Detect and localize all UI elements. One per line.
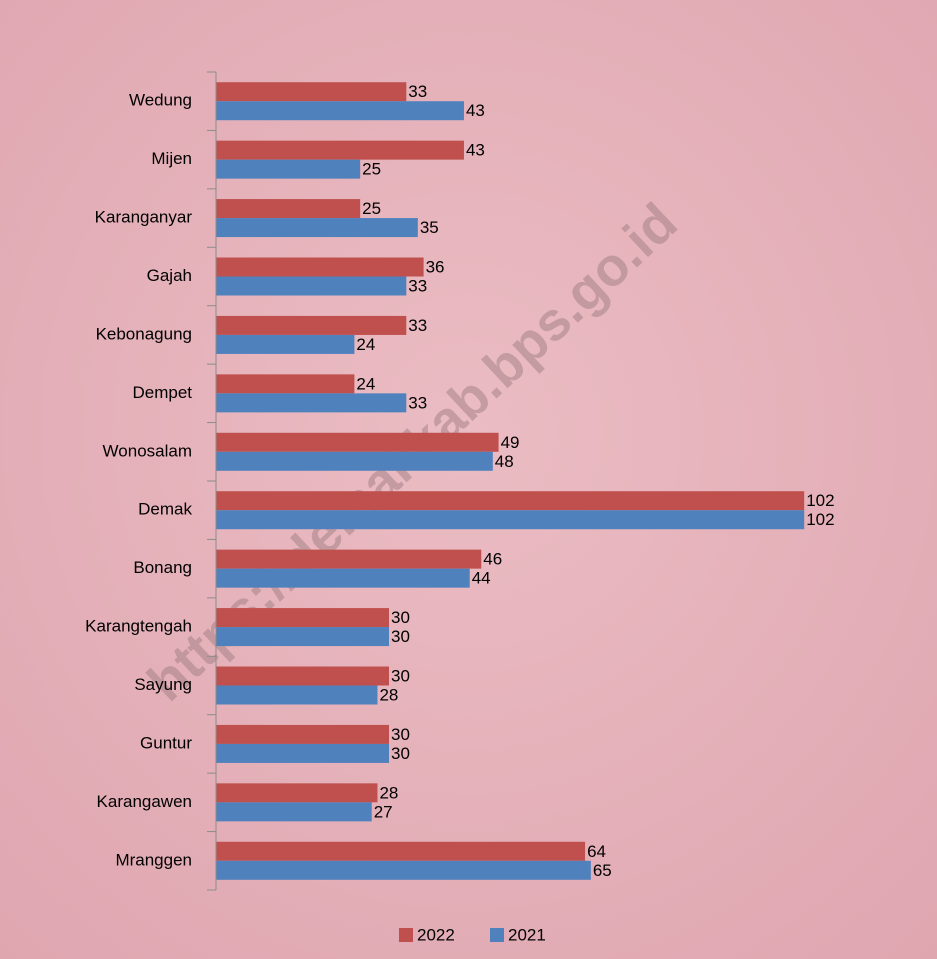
bar bbox=[216, 315, 407, 335]
data-label: 49 bbox=[501, 433, 520, 452]
data-label: 33 bbox=[408, 82, 427, 101]
bar bbox=[216, 860, 591, 880]
bar bbox=[216, 199, 361, 219]
bar bbox=[216, 608, 389, 628]
bar bbox=[216, 334, 355, 354]
data-label: 25 bbox=[362, 199, 381, 218]
data-label: 30 bbox=[391, 608, 410, 627]
y-tick-label: Mijen bbox=[151, 149, 192, 168]
y-tick-label: Sayung bbox=[134, 675, 192, 694]
data-label: 30 bbox=[391, 744, 410, 763]
y-tick-label: Wonosalam bbox=[103, 441, 192, 460]
data-label: 33 bbox=[408, 276, 427, 295]
data-label: 33 bbox=[408, 316, 427, 335]
data-label: 28 bbox=[379, 783, 398, 802]
bar bbox=[216, 276, 407, 296]
data-label: 46 bbox=[483, 550, 502, 569]
bar bbox=[216, 451, 493, 471]
bar bbox=[216, 568, 470, 588]
data-label: 48 bbox=[495, 452, 514, 471]
bar bbox=[216, 841, 586, 861]
data-label: 33 bbox=[408, 393, 427, 412]
bar bbox=[216, 218, 418, 238]
data-label: 43 bbox=[466, 141, 485, 160]
bar bbox=[216, 82, 407, 102]
data-label: 30 bbox=[391, 627, 410, 646]
data-label: 64 bbox=[587, 842, 606, 861]
data-label: 30 bbox=[391, 725, 410, 744]
y-tick-label: Gajah bbox=[147, 266, 192, 285]
bar bbox=[216, 140, 464, 160]
bar bbox=[216, 666, 389, 686]
y-tick-label: Wedung bbox=[129, 91, 192, 110]
bar bbox=[216, 101, 464, 121]
bar bbox=[216, 159, 361, 179]
y-tick-label: Bonang bbox=[133, 558, 192, 577]
y-tick-label: Dempet bbox=[132, 383, 192, 402]
data-label: 43 bbox=[466, 101, 485, 120]
y-tick-label: Karanganyar bbox=[95, 208, 193, 227]
y-tick-label: Mranggen bbox=[115, 850, 192, 869]
data-label: 102 bbox=[806, 510, 834, 529]
bar bbox=[216, 783, 378, 803]
y-tick-label: Demak bbox=[138, 500, 192, 519]
y-tick-label: Karangtengah bbox=[85, 617, 192, 636]
bar bbox=[216, 724, 389, 744]
data-label: 36 bbox=[426, 257, 445, 276]
bar bbox=[216, 627, 389, 647]
bar bbox=[216, 374, 355, 394]
bar bbox=[216, 743, 389, 763]
data-label: 24 bbox=[356, 335, 375, 354]
bar bbox=[216, 393, 407, 413]
bar bbox=[216, 257, 424, 277]
data-label: 102 bbox=[806, 491, 834, 510]
legend-swatch bbox=[399, 928, 413, 942]
data-label: 25 bbox=[362, 160, 381, 179]
data-label: 35 bbox=[420, 218, 439, 237]
legend-label: 2021 bbox=[508, 925, 546, 944]
y-tick-label: Karangawen bbox=[97, 792, 192, 811]
bar bbox=[216, 685, 378, 705]
data-label: 30 bbox=[391, 666, 410, 685]
bar bbox=[216, 491, 805, 511]
y-tick-label: Kebonagung bbox=[96, 324, 192, 343]
data-label: 65 bbox=[593, 861, 612, 880]
bar bbox=[216, 432, 499, 452]
data-label: 27 bbox=[374, 802, 393, 821]
data-label: 28 bbox=[379, 685, 398, 704]
legend-swatch bbox=[490, 928, 504, 942]
bar bbox=[216, 802, 372, 822]
y-tick-label: Guntur bbox=[140, 733, 192, 752]
bar bbox=[216, 510, 805, 530]
data-label: 24 bbox=[356, 374, 375, 393]
data-label: 44 bbox=[472, 569, 491, 588]
bar bbox=[216, 549, 482, 569]
legend-label: 2022 bbox=[417, 925, 455, 944]
